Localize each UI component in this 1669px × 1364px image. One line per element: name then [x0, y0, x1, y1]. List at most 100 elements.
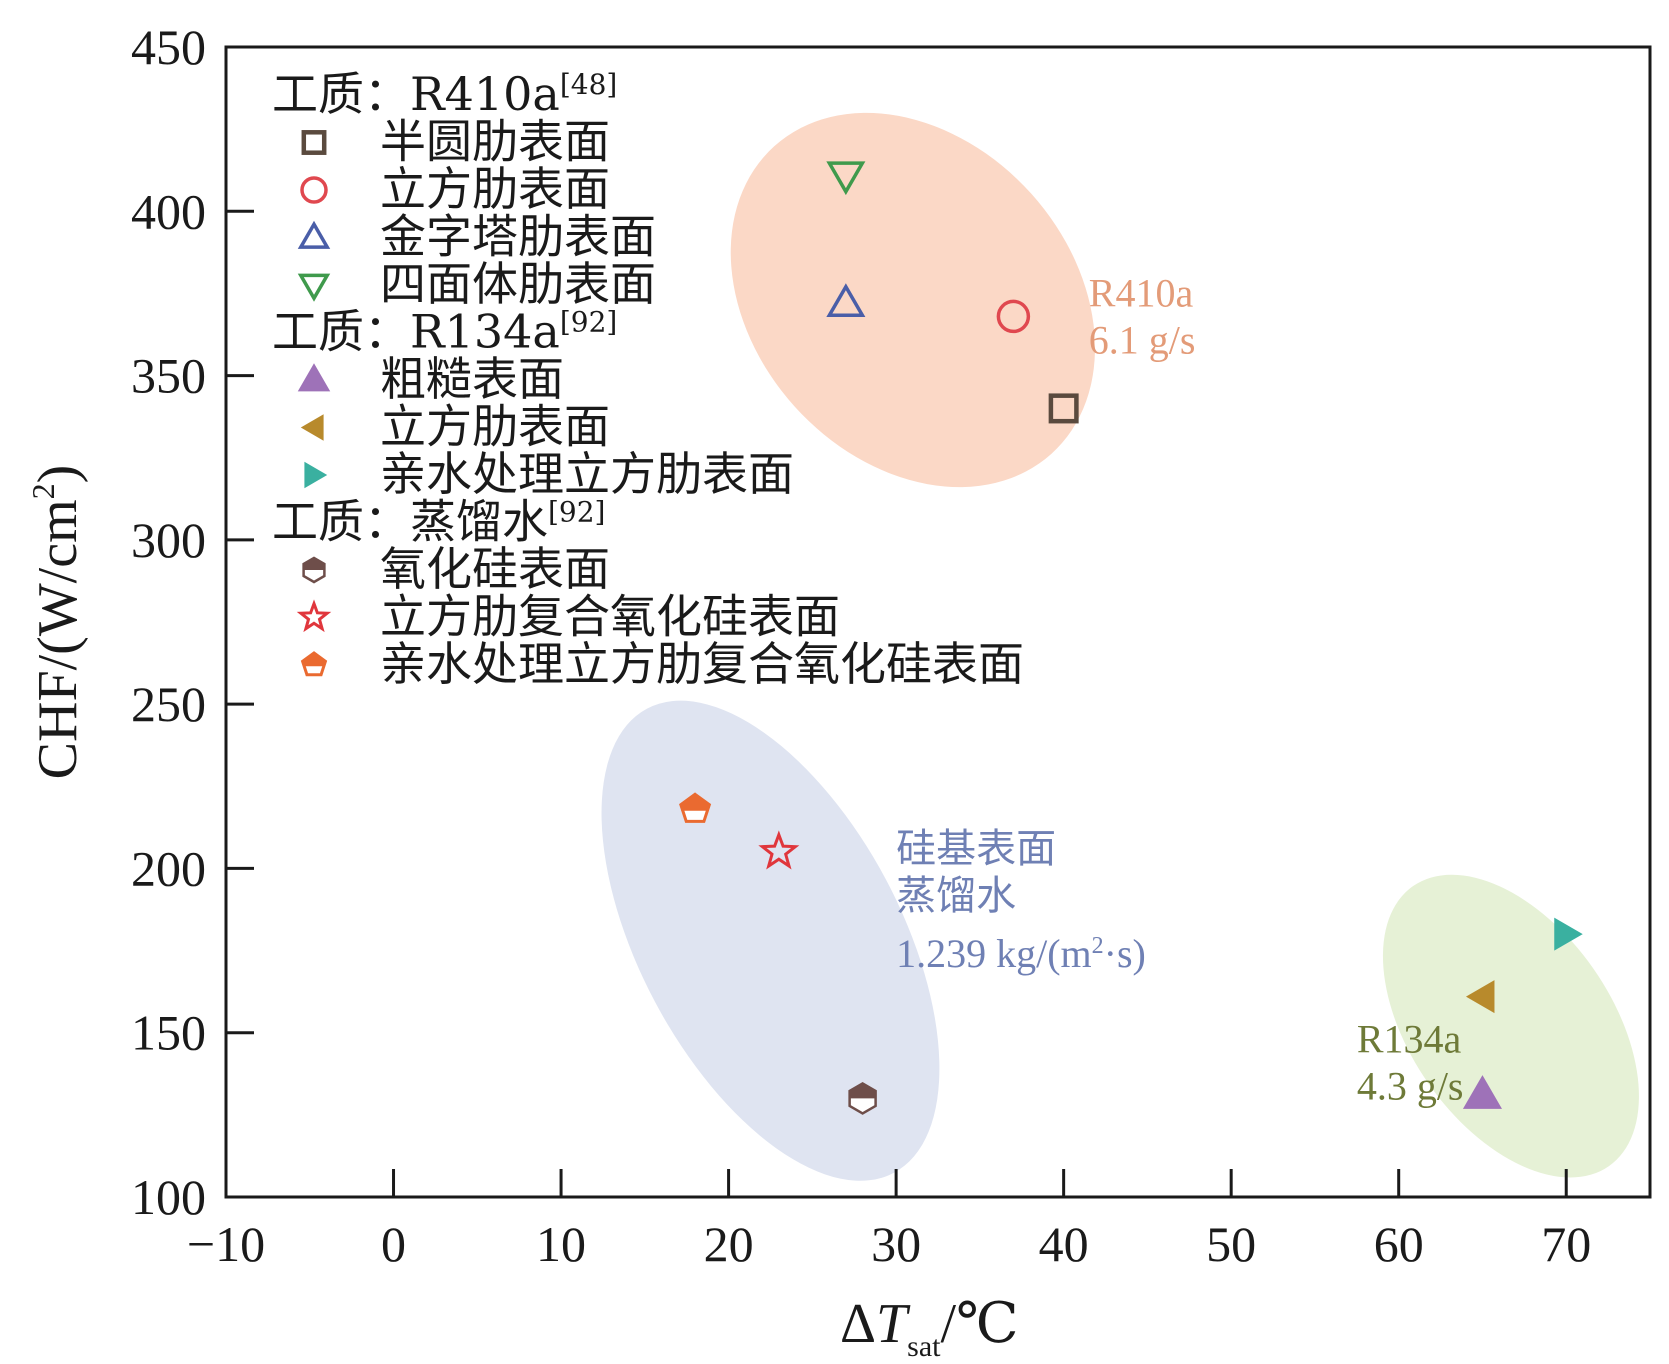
- legend-label: 氧化硅表面: [380, 542, 610, 596]
- x-axis-title-unit: /℃: [941, 1293, 1019, 1355]
- y-axis-title: CHF/(W/cm2): [25, 465, 89, 780]
- star-icon: [296, 599, 332, 633]
- data-point-9: [679, 792, 712, 823]
- pentagon-fill: [680, 794, 710, 811]
- star-icon: [758, 830, 800, 870]
- x-tick-label: 20: [704, 1216, 754, 1272]
- x-tick-label: 60: [1374, 1216, 1424, 1272]
- legend-group-title: 工质：蒸馏水[92]: [272, 495, 605, 549]
- region-r134a: [1382, 874, 1639, 1178]
- y-axis-title-sup: 2: [25, 483, 61, 499]
- legend-marker: [300, 651, 328, 677]
- x-axis-tick-labels: −10 0 10 20 30 40 50 60 70: [187, 1216, 1591, 1272]
- annotation-line: 6.1 g/s: [1089, 318, 1196, 363]
- circle-icon: [300, 176, 328, 204]
- x-tick-label: −10: [187, 1216, 265, 1272]
- legend-group-ref: [92]: [548, 496, 605, 529]
- y-tick-label: 450: [131, 19, 206, 75]
- pentagon-fill: [302, 653, 326, 667]
- legend-marker: [301, 130, 327, 155]
- legend-label: 亲水处理立方肋表面: [380, 447, 794, 501]
- triangle-up-icon: [826, 283, 866, 318]
- y-tick-label: 400: [131, 183, 206, 239]
- data-point-6: [1554, 917, 1583, 951]
- data-point-5: [1465, 980, 1495, 1014]
- triangle-up-icon: [297, 363, 331, 392]
- triangle-up-icon: [297, 220, 331, 249]
- x-tick-label: 40: [1039, 1216, 1089, 1272]
- y-tick-label: 250: [131, 676, 206, 732]
- annotation-unit-sup: 2: [1092, 933, 1104, 959]
- triangle-left-icon: [1465, 980, 1495, 1014]
- y-tick-label: 350: [131, 348, 206, 404]
- data-point-0: [1048, 393, 1079, 424]
- region-r410a: [730, 112, 1096, 488]
- legend-group-title-text: 工质：蒸馏水: [272, 495, 548, 549]
- legend: 工质：R410a[48]半圆肋表面立方肋表面金字塔肋表面四面体肋表面工质：R13…: [272, 67, 1024, 691]
- x-tick-label: 50: [1206, 1216, 1256, 1272]
- y-axis-tick-labels: 100 150 200 250 300 350 400 450: [131, 19, 206, 1225]
- x-tick-label: 30: [871, 1216, 921, 1272]
- legend-marker: [297, 363, 331, 392]
- square-icon: [301, 130, 327, 155]
- legend-label: 粗糙表面: [380, 352, 564, 406]
- square-icon: [1048, 393, 1079, 424]
- data-point-2: [826, 283, 866, 318]
- data-point-1: [996, 299, 1031, 334]
- triangle-down-icon: [297, 273, 331, 302]
- legend-label: 立方肋复合氧化硅表面: [380, 590, 840, 644]
- y-tick-label: 300: [131, 512, 206, 568]
- legend-group-ref: [48]: [560, 68, 617, 101]
- annotation-unit: 1.239 kg/(m2·s): [896, 931, 1146, 976]
- triangle-up-icon: [1462, 1075, 1503, 1109]
- x-tick-label: 0: [381, 1216, 406, 1272]
- legend-label: 亲水处理立方肋复合氧化硅表面: [380, 637, 1024, 691]
- y-tick-label: 200: [131, 840, 206, 896]
- legend-group-title-text: 工质：R410a: [272, 67, 560, 121]
- x-tick-label: 70: [1541, 1216, 1591, 1272]
- hexagon-fill: [303, 558, 325, 570]
- annotation-line: R410a: [1089, 271, 1194, 316]
- annotation-unit-post: ·s): [1104, 931, 1146, 976]
- legend-group-title: 工质：R134a[92]: [272, 305, 617, 359]
- triangle-right-icon: [1554, 917, 1583, 951]
- legend-marker: [300, 414, 324, 441]
- annotation-line: R134a: [1357, 1016, 1462, 1061]
- triangle-right-icon: [304, 461, 328, 489]
- legend-marker: [302, 556, 326, 584]
- legend-label: 四面体肋表面: [380, 257, 656, 311]
- legend-marker: [297, 273, 331, 302]
- x-axis-title: ΔTsat/℃: [840, 1293, 1019, 1363]
- legend-group-title: 工质：R410a[48]: [272, 67, 617, 121]
- annotation-line: 4.3 g/s: [1357, 1063, 1464, 1108]
- data-point-8: [758, 830, 800, 870]
- triangle-down-icon: [826, 161, 866, 196]
- y-axis-ticks: [226, 209, 254, 1035]
- data-points: [679, 161, 1583, 1115]
- x-axis-ticks: [392, 1169, 1568, 1197]
- legend-marker: [304, 461, 328, 489]
- x-tick-label: 10: [536, 1216, 586, 1272]
- legend-label: 半圆肋表面: [380, 115, 610, 169]
- plot-frame: [224, 45, 1652, 1199]
- y-axis-title-close: ): [27, 465, 89, 484]
- data-point-7: [848, 1081, 877, 1115]
- triangle-left-icon: [300, 414, 324, 441]
- legend-marker: [296, 599, 332, 633]
- data-point-3: [826, 161, 866, 196]
- annotation-line: 蒸馏水: [896, 873, 1016, 919]
- legend-label: 立方肋表面: [380, 400, 610, 454]
- legend-group-title-text: 工质：R134a: [272, 305, 560, 359]
- legend-marker: [300, 176, 328, 204]
- data-point-4: [1462, 1075, 1503, 1109]
- x-axis-title-var: T: [876, 1293, 911, 1355]
- legend-marker: [297, 220, 331, 249]
- circle-icon: [996, 299, 1031, 334]
- y-tick-label: 150: [131, 1005, 206, 1061]
- legend-group-ref: [92]: [560, 306, 617, 339]
- legend-label: 立方肋表面: [380, 162, 610, 216]
- legend-label: 金字塔肋表面: [380, 210, 656, 264]
- annotation-unit-pre: 1.239 kg/(m: [896, 931, 1092, 976]
